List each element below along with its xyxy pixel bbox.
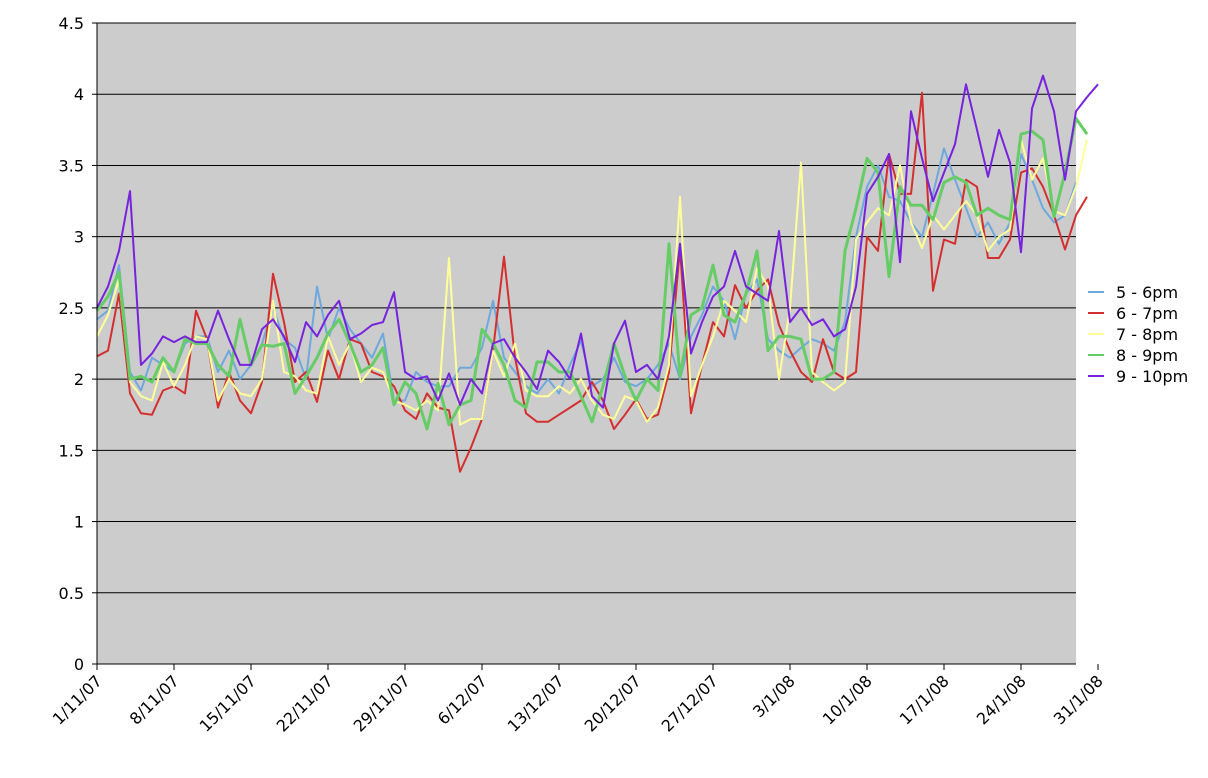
legend-label: 5 - 6pm: [1116, 283, 1178, 302]
series-line-2: [96, 138, 1088, 426]
y-tick-label: 0: [74, 655, 84, 674]
x-tick-label: 17/1/08: [896, 671, 953, 728]
legend-label: 9 - 10pm: [1116, 367, 1188, 386]
series-line-4: [96, 74, 1099, 409]
y-tick-label: 4: [74, 85, 84, 104]
legend: 5 - 6pm 6 - 7pm 7 - 8pm 8 - 9pm 9 - 10pm: [1088, 283, 1188, 386]
legend-label: 7 - 8pm: [1116, 325, 1178, 344]
plot-area: [97, 23, 1076, 664]
y-tick-label: 2.5: [59, 299, 84, 318]
x-tick-label: 13/12/07: [504, 671, 568, 735]
x-tick-label: 24/1/08: [973, 671, 1030, 728]
x-tick-label: 20/12/07: [581, 671, 645, 735]
y-tick-labels: 0 0.5 1 1.5 2 2.5 3 3.5 4 4.5: [59, 14, 97, 674]
x-tick-label: 15/11/07: [196, 671, 260, 735]
series-line-3: [95, 116, 1089, 431]
x-tick-label: 10/1/08: [819, 671, 876, 728]
x-tick-label: 1/11/07: [49, 671, 106, 728]
y-tick-label: 1: [74, 513, 84, 532]
y-tick-label: 1.5: [59, 441, 84, 460]
y-tick-label: 3: [74, 228, 84, 247]
axes: [96, 23, 1076, 665]
series-lines: [95, 74, 1099, 473]
series-line-1: [96, 91, 1088, 473]
x-tick-label: 29/11/07: [350, 671, 414, 735]
x-tick-label: 31/1/08: [1050, 671, 1107, 728]
x-tick-label: 3/1/08: [749, 671, 799, 721]
x-tick-label: 6/12/07: [434, 671, 491, 728]
y-tick-label: 2: [74, 370, 84, 389]
y-tick-label: 0.5: [59, 584, 84, 603]
x-tick-label: 22/11/07: [273, 671, 337, 735]
gridlines: [97, 22, 1076, 594]
legend-label: 6 - 7pm: [1116, 304, 1178, 323]
x-tick-label: 27/12/07: [658, 671, 722, 735]
y-tick-label: 4.5: [59, 14, 84, 33]
legend-label: 8 - 9pm: [1116, 346, 1178, 365]
y-tick-label: 3.5: [59, 156, 84, 175]
x-tick-label: 8/11/07: [126, 671, 183, 728]
x-tick-labels: 1/11/07 8/11/07 15/11/07 22/11/07 29/11/07 6/…: [49, 664, 1107, 736]
